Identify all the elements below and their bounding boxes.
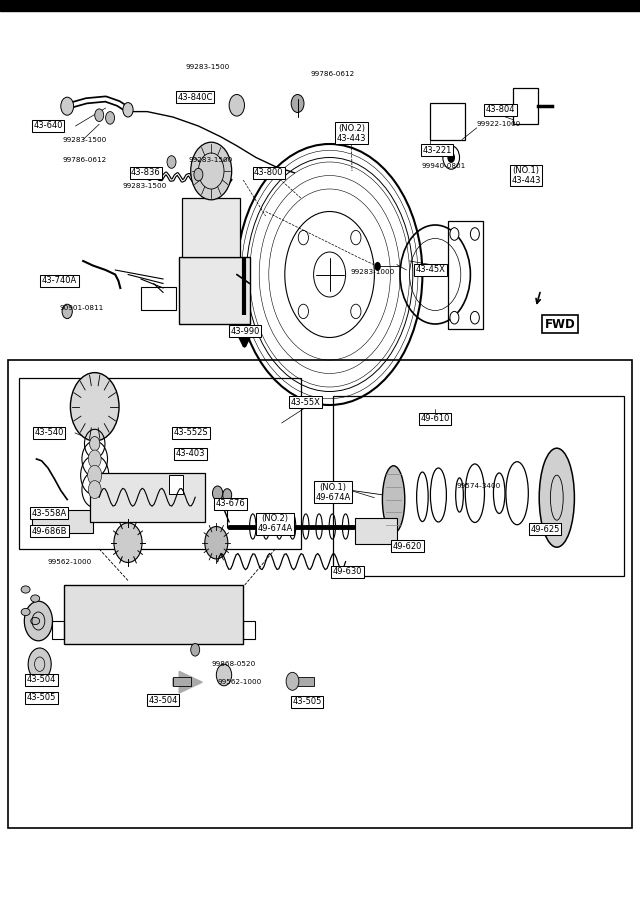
Text: 99283-1000: 99283-1000 <box>351 269 395 274</box>
Text: 43-800: 43-800 <box>254 168 284 177</box>
Circle shape <box>167 156 176 168</box>
Text: 43-990: 43-990 <box>230 327 260 336</box>
Text: 43-504: 43-504 <box>27 675 56 684</box>
Circle shape <box>123 103 133 117</box>
Circle shape <box>191 644 200 656</box>
Bar <box>19 378 301 549</box>
Bar <box>448 220 483 328</box>
Bar <box>182 198 240 256</box>
Bar <box>294 677 314 686</box>
Bar <box>90 472 205 522</box>
Text: 43-640: 43-640 <box>33 122 63 130</box>
Circle shape <box>470 311 479 324</box>
Text: 49-625: 49-625 <box>531 525 560 534</box>
Text: 99283-1500: 99283-1500 <box>186 64 230 69</box>
Bar <box>333 396 624 576</box>
Bar <box>52 621 64 639</box>
Text: 43-55X: 43-55X <box>291 398 320 407</box>
Text: 49-686B: 49-686B <box>31 526 67 536</box>
Text: 99283-1500: 99283-1500 <box>189 158 233 163</box>
Circle shape <box>286 672 299 690</box>
Bar <box>430 104 465 140</box>
Bar <box>8 360 632 828</box>
Ellipse shape <box>31 617 40 625</box>
Text: 43-45X: 43-45X <box>416 266 445 274</box>
Ellipse shape <box>31 595 40 602</box>
Circle shape <box>223 489 232 501</box>
Ellipse shape <box>21 586 30 593</box>
Text: (NO.2)
49-674A: (NO.2) 49-674A <box>257 515 293 533</box>
Text: 49-610: 49-610 <box>420 414 450 423</box>
Text: 43-505: 43-505 <box>292 698 322 706</box>
Circle shape <box>88 481 101 499</box>
Text: 43-403: 43-403 <box>176 449 205 458</box>
Circle shape <box>450 228 459 240</box>
Circle shape <box>70 373 119 441</box>
Text: 99786-0612: 99786-0612 <box>310 71 355 76</box>
Circle shape <box>470 228 479 240</box>
Ellipse shape <box>539 448 575 547</box>
Text: 90901-0811: 90901-0811 <box>60 305 104 310</box>
Text: (NO.2)
43-443: (NO.2) 43-443 <box>337 124 366 142</box>
Text: 43-836: 43-836 <box>131 168 161 177</box>
Circle shape <box>24 601 52 641</box>
Text: 43-540: 43-540 <box>35 428 64 437</box>
Ellipse shape <box>383 466 405 533</box>
Circle shape <box>95 109 104 122</box>
Text: 43-552S: 43-552S <box>173 428 208 437</box>
Circle shape <box>114 523 142 562</box>
Text: 43-740A: 43-740A <box>42 276 77 285</box>
Circle shape <box>205 526 228 559</box>
Circle shape <box>194 168 203 181</box>
Circle shape <box>62 304 72 319</box>
Circle shape <box>216 664 232 686</box>
Circle shape <box>28 648 51 680</box>
Text: 43-558A: 43-558A <box>31 508 67 518</box>
Text: (NO.1)
49-674A: (NO.1) 49-674A <box>315 483 351 501</box>
Text: FWD: FWD <box>545 318 575 330</box>
Text: 99922-1000: 99922-1000 <box>477 122 521 127</box>
Text: 99868-0520: 99868-0520 <box>211 662 255 667</box>
Circle shape <box>291 94 304 112</box>
Bar <box>141 287 176 310</box>
Circle shape <box>212 486 223 500</box>
Circle shape <box>447 152 455 163</box>
Bar <box>513 88 538 124</box>
Text: 99562-1000: 99562-1000 <box>48 560 92 565</box>
Text: 99574-3400: 99574-3400 <box>456 483 500 489</box>
Text: 49-620: 49-620 <box>393 542 422 551</box>
Text: 43-505: 43-505 <box>27 693 56 702</box>
Circle shape <box>88 465 102 485</box>
Bar <box>243 621 255 639</box>
Circle shape <box>374 262 381 271</box>
Bar <box>32 510 93 533</box>
Text: 43-804: 43-804 <box>486 105 515 114</box>
Text: 43-676: 43-676 <box>216 500 245 508</box>
Circle shape <box>61 97 74 115</box>
Bar <box>64 585 243 644</box>
Circle shape <box>450 311 459 324</box>
Text: 43-221: 43-221 <box>422 146 452 155</box>
Text: 99940-0801: 99940-0801 <box>421 164 465 169</box>
Text: 99786-0612: 99786-0612 <box>63 158 107 163</box>
Text: (NO.1)
43-443: (NO.1) 43-443 <box>511 166 541 184</box>
Circle shape <box>229 94 244 116</box>
Text: 99562-1000: 99562-1000 <box>218 680 262 685</box>
Circle shape <box>191 142 232 200</box>
Text: 43-504: 43-504 <box>148 696 178 705</box>
Text: 99283-1500: 99283-1500 <box>63 137 107 142</box>
Circle shape <box>90 436 100 451</box>
FancyArrow shape <box>173 671 202 693</box>
Text: 43-840C: 43-840C <box>177 93 213 102</box>
Circle shape <box>88 450 101 468</box>
Text: 49-630: 49-630 <box>333 567 362 576</box>
Text: 99283-1500: 99283-1500 <box>123 184 167 189</box>
Bar <box>355 518 397 544</box>
Ellipse shape <box>21 608 30 616</box>
Bar <box>0 0 640 11</box>
Bar <box>179 256 250 324</box>
Bar <box>173 677 191 686</box>
Circle shape <box>106 112 115 124</box>
